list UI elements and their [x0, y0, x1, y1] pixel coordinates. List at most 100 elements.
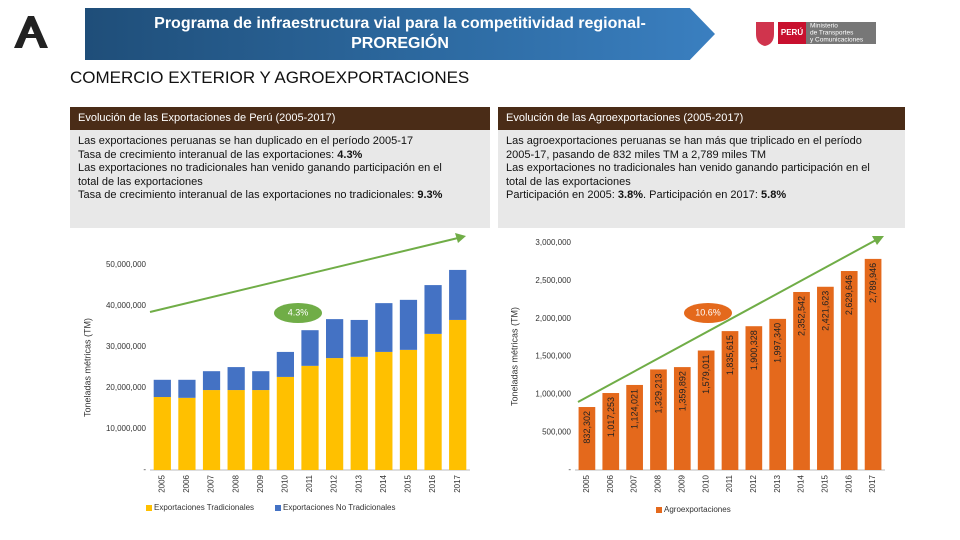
y-tick-label: 2,000,000 — [535, 314, 571, 323]
text: Las exportaciones no tradicionales han v… — [78, 162, 442, 174]
text: Las exportaciones no tradicionales han v… — [506, 162, 870, 174]
x-tick-label: 2009 — [256, 474, 265, 492]
legend-swatch — [146, 505, 152, 511]
value-label: 2,421,623 — [820, 291, 830, 331]
y-tick-label: 1,000,000 — [535, 389, 571, 398]
y-tick-label: 20,000,000 — [106, 383, 147, 392]
panel-line: 2005-17, pasando de 832 miles TM a 2,789… — [506, 149, 897, 163]
panel-line: Las exportaciones peruanas se han duplic… — [78, 135, 482, 149]
bar-segment — [375, 303, 393, 352]
x-tick-label: 2008 — [231, 474, 240, 492]
bar — [864, 258, 882, 470]
bar-segment — [276, 351, 294, 377]
country: PERÚ — [781, 28, 803, 37]
x-tick-label: 2017 — [868, 474, 877, 492]
x-tick-label: 2015 — [820, 474, 829, 492]
header: Programa de infraestructura vial para la… — [85, 8, 715, 60]
legend-swatch — [275, 505, 281, 511]
bar — [840, 271, 858, 470]
x-tick-label: 2006 — [182, 474, 191, 492]
x-tick-label: 2005 — [582, 474, 591, 492]
value-label: 2,352,542 — [797, 296, 807, 336]
bar-segment — [202, 371, 221, 391]
x-tick-label: 2012 — [330, 474, 339, 492]
text: Las agroexportaciones peruanas se han má… — [506, 135, 862, 147]
x-tick-label: 2006 — [606, 474, 615, 492]
bar — [578, 407, 596, 470]
emphasis: 9.3% — [417, 189, 443, 201]
panel-line: total de las exportaciones — [506, 176, 897, 190]
panel-line: Tasa de crecimiento interanual de las ex… — [78, 189, 482, 203]
text: Participación en 2005: — [506, 189, 618, 201]
x-tick-label: 2013 — [773, 474, 782, 492]
bar-segment — [178, 379, 196, 398]
panel: Evolución de las Agroexportaciones (2005… — [498, 107, 905, 228]
bar-segment — [202, 390, 221, 470]
bar-segment — [424, 333, 442, 470]
bar — [673, 367, 691, 470]
panel-line: Las agroexportaciones peruanas se han má… — [506, 135, 897, 149]
legend-label: Exportaciones No Tradicionales — [283, 503, 396, 512]
legend-label: Exportaciones Tradicionales — [154, 503, 254, 512]
x-tick-label: 2014 — [379, 474, 388, 492]
y-tick-label: 3,000,000 — [535, 238, 571, 247]
bar-segment — [326, 319, 344, 359]
value-label: 1,835,615 — [725, 335, 735, 375]
y-tick-label: - — [143, 465, 146, 474]
x-tick-label: 2005 — [157, 474, 166, 492]
value-label: 832,302 — [582, 411, 592, 444]
legend-label: Agroexportaciones — [664, 505, 731, 514]
emphasis: 5.8% — [761, 189, 787, 201]
bar — [817, 286, 834, 470]
y-tick-label: 2,500,000 — [535, 276, 571, 285]
x-tick-label: 2008 — [654, 474, 663, 492]
panel-line: Las exportaciones no tradicionales han v… — [506, 162, 897, 176]
bar — [697, 350, 715, 470]
panel-title: Evolución de las Agroexportaciones (2005… — [498, 107, 905, 130]
bar — [626, 384, 643, 470]
bar-segment — [227, 390, 245, 470]
annotation-bubble — [274, 303, 322, 323]
x-tick-label: 2007 — [207, 474, 216, 492]
panel: Evolución de las Exportaciones de Perú (… — [70, 107, 490, 228]
bar-segment — [449, 269, 467, 320]
value-label: 2,789,946 — [868, 263, 878, 303]
panel-line: Las exportaciones no tradicionales han v… — [78, 162, 482, 176]
text: 2005-17, pasando de 832 miles TM a 2,789… — [506, 148, 767, 161]
arrow-head — [872, 236, 884, 245]
x-tick-label: 2007 — [630, 474, 639, 492]
emphasis: 4.3% — [337, 148, 363, 161]
value-label: 1,997,340 — [773, 323, 783, 363]
y-axis-title: Toneladas métricas (TM) — [509, 307, 519, 406]
x-tick-label: 2010 — [701, 474, 710, 492]
bar-segment — [350, 319, 368, 357]
bar-segment — [399, 349, 418, 470]
panel-body: Las agroexportaciones peruanas se han má… — [498, 130, 905, 228]
bar — [793, 291, 810, 470]
trend-arrow — [149, 237, 459, 313]
country-box — [778, 22, 806, 44]
x-tick-label: 2015 — [404, 474, 413, 492]
x-tick-label: 2017 — [453, 474, 462, 492]
y-tick-label: 500,000 — [542, 427, 571, 436]
value-label: 1,329,213 — [653, 373, 663, 413]
y-tick-label: - — [568, 465, 571, 474]
bar-segment — [178, 397, 196, 470]
panel-line: Participación en 2005: 3.8%. Participaci… — [506, 189, 897, 203]
logo — [14, 16, 48, 48]
value-label: 1,900,328 — [749, 330, 759, 370]
bar-segment — [276, 376, 294, 470]
annotation: 10.6% — [695, 307, 721, 317]
bar-segment — [153, 379, 171, 398]
x-tick-label: 2016 — [428, 474, 437, 492]
header-title: PROREGIÓN — [351, 35, 449, 52]
x-tick-label: 2010 — [280, 474, 289, 492]
y-tick-label: 30,000,000 — [106, 342, 147, 351]
x-tick-label: 2012 — [749, 474, 758, 492]
y-tick-label: 1,500,000 — [535, 352, 571, 361]
bar-segment — [301, 330, 319, 366]
value-label: 1,017,253 — [606, 397, 616, 437]
annotation: 4.3% — [288, 307, 309, 317]
emphasis: 3.8% — [617, 189, 643, 201]
